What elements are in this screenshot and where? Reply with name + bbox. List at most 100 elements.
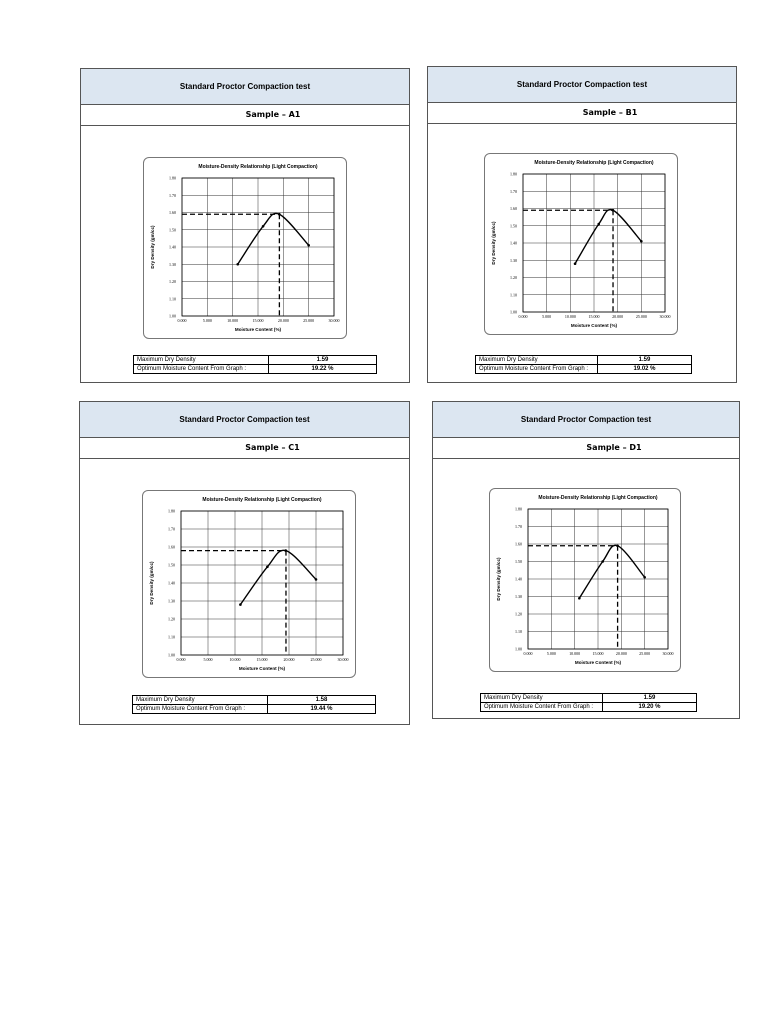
density-curve (237, 212, 310, 265)
y-tick-label: 1.10 (515, 629, 522, 634)
data-point (573, 262, 577, 265)
data-point (266, 565, 269, 569)
moisture-density-chart: Moisture-Density Relationship (Light Com… (150, 164, 340, 332)
y-tick-label: 1.30 (168, 599, 175, 604)
omc-value: 19.44 % (267, 704, 376, 714)
moisture-density-chart: Moisture-Density Relationship (Light Com… (149, 497, 349, 671)
y-tick-label: 1.40 (515, 577, 522, 582)
data-point (239, 603, 242, 606)
y-tick-label: 1.00 (168, 653, 175, 658)
y-tick-label: 1.70 (168, 527, 175, 532)
results-table: Maximum Dry Density 1.58 Optimum Moistur… (132, 695, 376, 714)
x-tick-label: 10.000 (227, 318, 238, 323)
y-tick-label: 1.00 (510, 310, 517, 315)
y-axis-label: Dry Density (gm/cc) (491, 221, 496, 265)
omc-label: Optimum Moisture Content From Graph : (480, 702, 603, 712)
data-point (236, 262, 240, 266)
x-tick-label: 20.000 (616, 651, 627, 656)
table-row: Maximum Dry Density 1.59 (133, 355, 377, 365)
chart-title: Moisture-Density Relationship (Light Com… (534, 160, 654, 166)
x-tick-label: 0.000 (524, 651, 533, 656)
data-point (601, 560, 604, 563)
chart-title: Moisture-Density Relationship (Light Com… (198, 164, 318, 170)
data-point (284, 549, 288, 552)
panel-sample-c1: Standard Proctor Compaction test Sample … (79, 401, 410, 725)
sample-label: Sample – B1 (428, 102, 736, 124)
chart-frame: Moisture-Density Relationship (Light Com… (489, 488, 681, 672)
x-tick-label: 0.000 (177, 657, 186, 662)
chart-frame: Moisture-Density Relationship (Light Com… (484, 153, 678, 335)
x-tick-label: 10.000 (565, 314, 576, 319)
x-tick-label: 5.000 (204, 657, 213, 662)
table-row: Optimum Moisture Content From Graph : 19… (133, 364, 377, 374)
y-tick-label: 1.80 (168, 509, 175, 514)
sample-name: Sample – A1 (245, 110, 301, 119)
table-row: Optimum Moisture Content From Graph : 19… (480, 702, 697, 712)
x-tick-label: 30.000 (329, 318, 340, 323)
panel-header: Standard Proctor Compaction test (428, 67, 736, 103)
omc-label: Optimum Moisture Content From Graph : (133, 364, 269, 374)
y-tick-label: 1.30 (510, 258, 517, 263)
max-dry-density-value: 1.59 (597, 355, 692, 365)
max-dry-density-value: 1.59 (268, 355, 377, 365)
x-axis-label: Moisture Content (%) (575, 660, 622, 665)
data-point (314, 578, 318, 581)
plot-area (180, 510, 344, 656)
sample-name: Sample – B1 (582, 108, 638, 117)
x-tick-label: 20.000 (284, 657, 295, 662)
chart-title: Moisture-Density Relationship (Light Com… (202, 497, 322, 503)
x-tick-label: 25.000 (636, 314, 647, 319)
y-tick-label: 1.70 (169, 193, 176, 198)
x-tick-label: 20.000 (278, 318, 289, 323)
x-tick-label: 10.000 (230, 657, 241, 662)
sample-name: Sample – C1 (245, 443, 300, 452)
y-tick-label: 1.60 (515, 542, 522, 547)
max-dry-density-label: Maximum Dry Density (132, 695, 268, 705)
x-tick-label: 25.000 (639, 651, 650, 656)
x-axis-label: Moisture Content (%) (235, 327, 282, 332)
results-table: Maximum Dry Density 1.59 Optimum Moistur… (480, 693, 697, 712)
y-tick-label: 1.10 (169, 296, 176, 301)
x-tick-label: 5.000 (203, 318, 212, 323)
y-tick-label: 1.40 (510, 241, 517, 246)
data-point (578, 596, 581, 600)
data-point (261, 225, 265, 228)
max-dry-density-label: Maximum Dry Density (133, 355, 269, 365)
x-tick-label: 0.000 (519, 314, 528, 319)
panel-header: Standard Proctor Compaction test (433, 402, 739, 438)
plot-area (181, 177, 335, 317)
panel-sample-d1: Standard Proctor Compaction test Sample … (432, 401, 740, 719)
y-tick-label: 1.20 (168, 617, 175, 622)
x-tick-label: 15.000 (589, 314, 600, 319)
x-tick-label: 30.000 (660, 314, 671, 319)
y-tick-label: 1.60 (510, 206, 517, 211)
x-tick-label: 10.000 (569, 651, 580, 656)
plot-area (527, 508, 669, 650)
x-tick-label: 25.000 (303, 318, 314, 323)
x-tick-label: 30.000 (338, 657, 349, 662)
x-axis-label: Moisture Content (%) (239, 666, 286, 671)
table-row: Optimum Moisture Content From Graph : 19… (132, 704, 376, 714)
moisture-density-chart: Moisture-Density Relationship (Light Com… (491, 160, 671, 328)
panel-sample-a1: Standard Proctor Compaction test Sample … (80, 68, 410, 383)
max-dry-density-value: 1.58 (267, 695, 376, 705)
sample-label: Sample – D1 (433, 437, 739, 459)
moisture-density-chart: Moisture-Density Relationship (Light Com… (496, 495, 674, 665)
data-point (277, 212, 281, 216)
omc-label: Optimum Moisture Content From Graph : (132, 704, 268, 714)
data-point (611, 208, 615, 212)
y-tick-label: 1.00 (515, 647, 522, 652)
table-row: Maximum Dry Density 1.58 (132, 695, 376, 705)
chart-frame: Moisture-Density Relationship (Light Com… (142, 490, 356, 678)
x-axis-label: Moisture Content (%) (571, 323, 618, 328)
y-tick-label: 1.20 (515, 612, 522, 617)
y-tick-label: 1.80 (510, 172, 517, 177)
y-tick-label: 1.10 (168, 635, 175, 640)
panel-header: Standard Proctor Compaction test (80, 402, 409, 438)
y-axis-label: Dry Density (gm/cc) (150, 225, 155, 269)
y-tick-label: 1.50 (510, 223, 517, 228)
x-tick-label: 20.000 (612, 314, 623, 319)
x-tick-label: 5.000 (542, 314, 551, 319)
y-tick-label: 1.50 (168, 563, 175, 568)
density-curve (239, 549, 317, 606)
